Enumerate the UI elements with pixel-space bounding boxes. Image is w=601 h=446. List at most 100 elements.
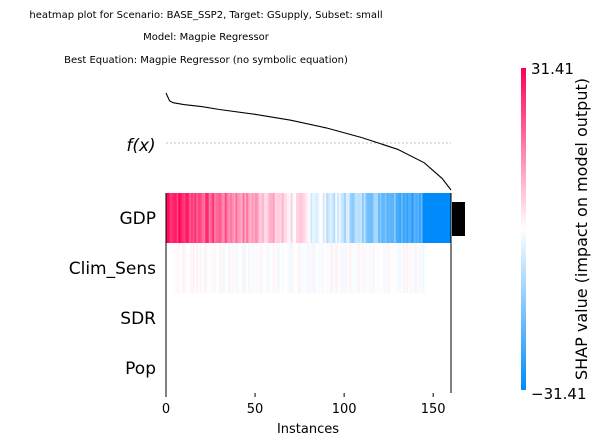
heatmap-cell (322, 193, 325, 243)
heatmap-cell (422, 243, 425, 293)
x-tick-label: 50 (247, 402, 264, 417)
heatmap-cell (203, 343, 206, 393)
heatmap-cell (283, 293, 286, 343)
heatmap-cell (367, 293, 370, 343)
heatmap-cell (240, 243, 243, 293)
heatmap-cell (206, 293, 210, 343)
heatmap-cell (356, 193, 359, 243)
heatmap-cell (315, 243, 318, 293)
heatmap-cell (442, 243, 445, 293)
heatmap-cell (354, 293, 357, 343)
heatmap-cell (190, 193, 194, 243)
heatmap-cell (326, 293, 329, 343)
heatmap-cell (420, 243, 423, 293)
heatmap-cell (242, 243, 245, 293)
heatmap-cell (208, 243, 211, 293)
heatmap-cell (233, 243, 236, 293)
heatmap-cell (174, 243, 178, 293)
heatmap-cell (219, 343, 222, 393)
heatmap-cell (324, 243, 327, 293)
feature-importance-bar-gdp (452, 202, 465, 236)
heatmap-cell (278, 343, 281, 393)
heatmap-cell (249, 243, 252, 293)
heatmap-cell (274, 343, 277, 393)
heatmap-cell (406, 193, 409, 243)
heatmap-cell (226, 293, 229, 343)
heatmap-cell (449, 293, 452, 343)
heatmap-cell (434, 243, 438, 293)
heatmap-cell (239, 243, 242, 293)
heatmap-cell (296, 293, 299, 343)
heatmap-cell (328, 293, 331, 343)
heatmap-cell (329, 193, 333, 243)
heatmap-cell (411, 293, 414, 343)
heatmap-cell (263, 243, 267, 293)
heatmap-cell (205, 243, 208, 293)
heatmap-cell (319, 193, 322, 243)
heatmap-cell (315, 343, 318, 393)
heatmap-cell (201, 243, 204, 293)
heatmap-cell (420, 343, 423, 393)
heatmap-cell (431, 243, 434, 293)
heatmap-cell (329, 343, 333, 393)
heatmap-cell (208, 343, 211, 393)
heatmap-cell (251, 293, 254, 343)
heatmap-cell (417, 343, 420, 393)
heatmap-cell (304, 343, 308, 393)
x-axis-ticks: 0 50 100 150 (162, 393, 446, 417)
heatmap-cell (290, 193, 293, 243)
heatmap-cell (374, 293, 377, 343)
heatmap-cell (354, 343, 357, 393)
heatmap-cell (434, 293, 438, 343)
heatmap-cell (244, 293, 247, 343)
heatmap-cell (354, 193, 357, 243)
heatmap-cell (404, 243, 407, 293)
heatmap-cell (288, 243, 292, 293)
heatmap-cell (294, 193, 297, 243)
heatmap-cell (443, 343, 447, 393)
heatmap-cell (395, 293, 398, 343)
heatmap-cell (440, 243, 443, 293)
heatmap-cell (404, 293, 407, 343)
heatmap-cell (418, 243, 422, 293)
feature-labels: GDP Clim_Sens SDR Pop (69, 209, 156, 379)
heatmap-cell (372, 243, 375, 293)
heatmap-cell (263, 193, 267, 243)
heatmap-cell (344, 243, 347, 293)
heatmap-cell (288, 293, 292, 343)
heatmap-cell (376, 193, 379, 243)
heatmap-cell (374, 243, 377, 293)
heatmap-cell (361, 193, 365, 243)
heatmap-cell (347, 293, 350, 343)
heatmap-cell (322, 243, 325, 293)
heatmap-cell (223, 343, 226, 393)
heatmap-cell (449, 343, 452, 393)
colorbar-axis-label: SHAP value (impact on model output) (572, 78, 591, 380)
heatmap-cell (205, 343, 208, 393)
heatmap-cell (415, 293, 418, 343)
heatmap-cell (242, 343, 245, 393)
heatmap-cell (256, 343, 260, 393)
heatmap-cell (397, 193, 400, 243)
heatmap-cell (333, 243, 336, 293)
heatmap-cell (176, 293, 179, 343)
heatmap-cell (169, 343, 172, 393)
heatmap-cell (333, 193, 336, 243)
heatmap-cell (358, 293, 361, 343)
heatmap-cell (418, 293, 422, 343)
heatmap-cell (308, 343, 311, 393)
heatmap-cell (189, 343, 192, 393)
heatmap-cell (269, 193, 272, 243)
heatmap-cell (436, 193, 439, 243)
heatmap-cell (328, 343, 331, 393)
heatmap-cell (399, 293, 402, 343)
heatmap-cell (331, 293, 334, 343)
heatmap-cell (406, 293, 409, 343)
heatmap-cell (299, 293, 302, 343)
heatmap-cell (379, 293, 382, 343)
heatmap-cell (242, 193, 245, 243)
x-tick-label: 0 (162, 402, 170, 417)
heatmap-cell (345, 243, 349, 293)
heatmap-cell (174, 293, 178, 343)
heatmap-cell (187, 243, 190, 293)
